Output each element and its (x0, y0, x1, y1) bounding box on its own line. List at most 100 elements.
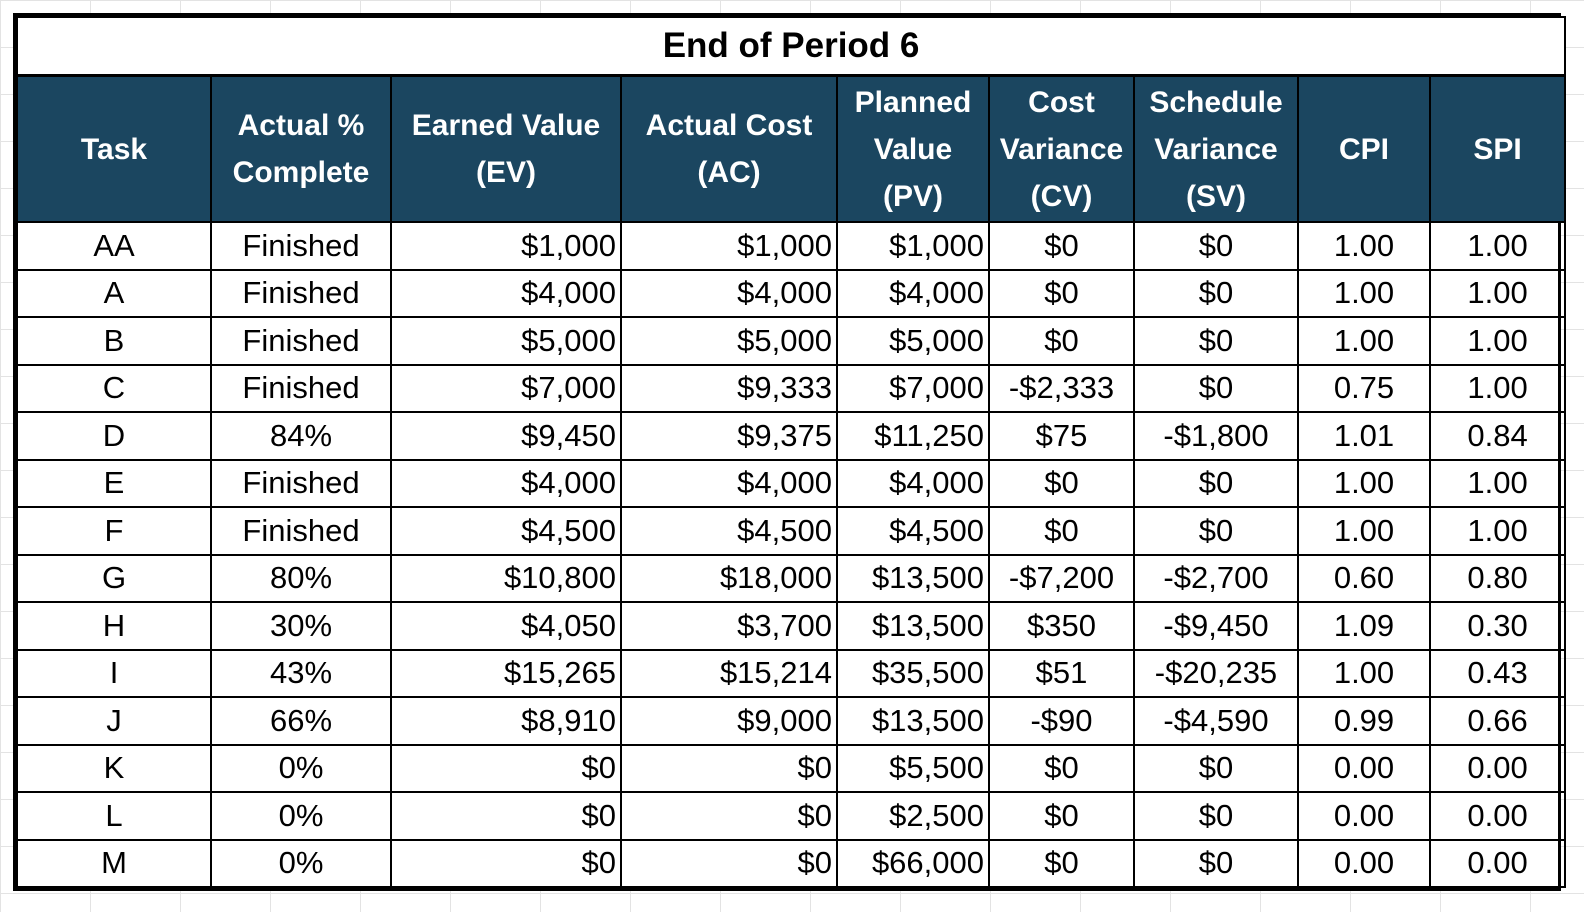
cell-schedule-variance[interactable]: -$20,235 (1133, 648, 1299, 698)
cell-task[interactable]: C (16, 363, 212, 413)
cell-cpi[interactable]: 0.00 (1297, 791, 1431, 841)
cell-spi[interactable]: 1.00 (1428, 363, 1567, 413)
cell-actual-cost[interactable]: $9,000 (620, 696, 838, 746)
cell-schedule-variance[interactable]: -$1,800 (1133, 411, 1299, 461)
cell-schedule-variance[interactable]: -$2,700 (1133, 553, 1299, 603)
cell-spi[interactable]: 0.00 (1428, 838, 1567, 888)
cell-planned-value[interactable]: $35,500 (836, 648, 990, 698)
cell-earned-value[interactable]: $15,265 (390, 648, 622, 698)
cell-cpi[interactable]: 1.01 (1297, 411, 1431, 461)
cell-planned-value[interactable]: $11,250 (836, 411, 990, 461)
cell-earned-value[interactable]: $8,910 (390, 696, 622, 746)
cell-task[interactable]: I (16, 648, 212, 698)
cell-cost-variance[interactable]: $0 (988, 268, 1135, 318)
cell-actual-cost[interactable]: $0 (620, 791, 838, 841)
cell-earned-value[interactable]: $0 (390, 791, 622, 841)
cell-actual-cost[interactable]: $4,500 (620, 506, 838, 556)
cell-task[interactable]: K (16, 743, 212, 793)
cell-cpi[interactable]: 0.00 (1297, 838, 1431, 888)
cell-schedule-variance[interactable]: $0 (1133, 268, 1299, 318)
cell-planned-value[interactable]: $13,500 (836, 696, 990, 746)
cell-cost-variance[interactable]: $75 (988, 411, 1135, 461)
cell-task[interactable]: B (16, 316, 212, 366)
cell-actual-pct-complete[interactable]: 30% (210, 601, 392, 651)
cell-actual-cost[interactable]: $5,000 (620, 316, 838, 366)
cell-cpi[interactable]: 0.60 (1297, 553, 1431, 603)
cell-actual-cost[interactable]: $18,000 (620, 553, 838, 603)
cell-task[interactable]: AA (16, 221, 212, 271)
cell-spi[interactable]: 0.30 (1428, 601, 1567, 651)
cell-actual-pct-complete[interactable]: 0% (210, 838, 392, 888)
cell-task[interactable]: E (16, 458, 212, 508)
cell-planned-value[interactable]: $13,500 (836, 601, 990, 651)
cell-cpi[interactable]: 0.00 (1297, 743, 1431, 793)
cell-actual-pct-complete[interactable]: Finished (210, 221, 392, 271)
cell-actual-cost[interactable]: $0 (620, 838, 838, 888)
cell-cost-variance[interactable]: -$2,333 (988, 363, 1135, 413)
cell-task[interactable]: F (16, 506, 212, 556)
cell-spi[interactable]: 1.00 (1428, 506, 1567, 556)
cell-earned-value[interactable]: $4,500 (390, 506, 622, 556)
cell-planned-value[interactable]: $66,000 (836, 838, 990, 888)
cell-planned-value[interactable]: $5,000 (836, 316, 990, 366)
cell-cost-variance[interactable]: $350 (988, 601, 1135, 651)
cell-cpi[interactable]: 1.00 (1297, 316, 1431, 366)
cell-actual-cost[interactable]: $4,000 (620, 268, 838, 318)
cell-actual-pct-complete[interactable]: 66% (210, 696, 392, 746)
cell-actual-cost[interactable]: $4,000 (620, 458, 838, 508)
cell-task[interactable]: J (16, 696, 212, 746)
cell-actual-pct-complete[interactable]: Finished (210, 363, 392, 413)
cell-schedule-variance[interactable]: $0 (1133, 363, 1299, 413)
cell-cost-variance[interactable]: -$90 (988, 696, 1135, 746)
cell-task[interactable]: L (16, 791, 212, 841)
cell-cpi[interactable]: 0.99 (1297, 696, 1431, 746)
cell-spi[interactable]: 1.00 (1428, 316, 1567, 366)
cell-actual-cost[interactable]: $0 (620, 743, 838, 793)
cell-schedule-variance[interactable]: -$9,450 (1133, 601, 1299, 651)
cell-spi[interactable]: 0.00 (1428, 791, 1567, 841)
cell-cost-variance[interactable]: $51 (988, 648, 1135, 698)
cell-cost-variance[interactable]: $0 (988, 221, 1135, 271)
cell-earned-value[interactable]: $4,050 (390, 601, 622, 651)
cell-actual-cost[interactable]: $9,333 (620, 363, 838, 413)
cell-earned-value[interactable]: $9,450 (390, 411, 622, 461)
cell-earned-value[interactable]: $7,000 (390, 363, 622, 413)
cell-cpi[interactable]: 1.00 (1297, 648, 1431, 698)
cell-earned-value[interactable]: $4,000 (390, 458, 622, 508)
cell-planned-value[interactable]: $1,000 (836, 221, 990, 271)
cell-actual-pct-complete[interactable]: 0% (210, 791, 392, 841)
cell-spi[interactable]: 0.00 (1428, 743, 1567, 793)
cell-planned-value[interactable]: $7,000 (836, 363, 990, 413)
cell-actual-pct-complete[interactable]: Finished (210, 506, 392, 556)
cell-task[interactable]: M (16, 838, 212, 888)
cell-cost-variance[interactable]: $0 (988, 838, 1135, 888)
cell-planned-value[interactable]: $2,500 (836, 791, 990, 841)
cell-actual-cost[interactable]: $9,375 (620, 411, 838, 461)
cell-cost-variance[interactable]: $0 (988, 743, 1135, 793)
cell-schedule-variance[interactable]: $0 (1133, 791, 1299, 841)
cell-cost-variance[interactable]: $0 (988, 458, 1135, 508)
cell-schedule-variance[interactable]: $0 (1133, 743, 1299, 793)
cell-schedule-variance[interactable]: $0 (1133, 506, 1299, 556)
cell-schedule-variance[interactable]: $0 (1133, 221, 1299, 271)
cell-actual-pct-complete[interactable]: 84% (210, 411, 392, 461)
cell-planned-value[interactable]: $4,000 (836, 458, 990, 508)
cell-actual-pct-complete[interactable]: 80% (210, 553, 392, 603)
cell-actual-cost[interactable]: $15,214 (620, 648, 838, 698)
cell-planned-value[interactable]: $4,000 (836, 268, 990, 318)
cell-spi[interactable]: 0.43 (1428, 648, 1567, 698)
cell-schedule-variance[interactable]: $0 (1133, 316, 1299, 366)
cell-schedule-variance[interactable]: $0 (1133, 458, 1299, 508)
cell-spi[interactable]: 1.00 (1428, 268, 1567, 318)
cell-planned-value[interactable]: $4,500 (836, 506, 990, 556)
cell-cost-variance[interactable]: -$7,200 (988, 553, 1135, 603)
cell-task[interactable]: G (16, 553, 212, 603)
cell-cost-variance[interactable]: $0 (988, 316, 1135, 366)
cell-spi[interactable]: 1.00 (1428, 221, 1567, 271)
cell-cpi[interactable]: 1.09 (1297, 601, 1431, 651)
cell-cpi[interactable]: 1.00 (1297, 221, 1431, 271)
cell-cost-variance[interactable]: $0 (988, 791, 1135, 841)
cell-planned-value[interactable]: $5,500 (836, 743, 990, 793)
cell-schedule-variance[interactable]: $0 (1133, 838, 1299, 888)
cell-actual-pct-complete[interactable]: Finished (210, 316, 392, 366)
